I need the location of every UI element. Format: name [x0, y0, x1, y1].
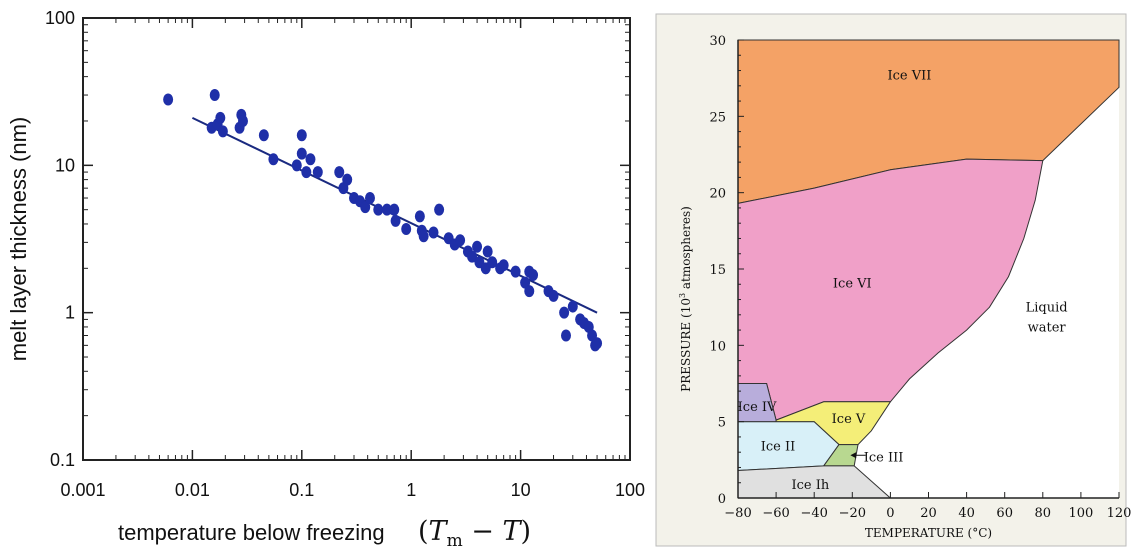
data-point: [342, 173, 353, 186]
x-axis-math: (Tm − T): [418, 516, 531, 551]
x-tick-label: 10: [511, 480, 531, 500]
data-point: [381, 203, 392, 216]
data-point: [482, 245, 493, 258]
x-tick-label: −60: [762, 506, 789, 521]
data-point: [291, 159, 302, 172]
x-tick-label: 100: [1068, 506, 1093, 521]
data-point: [418, 230, 429, 243]
data-point: [528, 269, 539, 282]
x-tick-label: 60: [996, 506, 1013, 521]
data-point: [510, 265, 521, 278]
data-point: [472, 240, 483, 253]
data-point: [498, 259, 509, 272]
data-point: [360, 201, 371, 214]
label-ice-ih: Ice Ih: [792, 478, 830, 493]
data-point: [567, 300, 578, 313]
x-tick-label: 0.001: [60, 480, 105, 500]
data-point: [487, 256, 498, 269]
data-point: [334, 166, 345, 179]
data-point: [434, 203, 445, 216]
data-point: [258, 129, 269, 142]
y-axis-title: PRESSURE (103 atmospheres): [678, 206, 693, 392]
data-point: [592, 337, 603, 350]
data-point: [455, 234, 466, 247]
x-tick-label: 20: [920, 506, 937, 521]
data-point: [414, 210, 425, 223]
label-ice-ii: Ice II: [761, 440, 796, 455]
data-point: [524, 285, 535, 298]
y-tick-label: 1: [65, 303, 75, 323]
data-point: [401, 222, 412, 235]
melt-layer-chart-svg: 0.001 0.01 0.1 1 10 100 100 10 1 0.1 melt layer th…: [6, 8, 645, 551]
label-ice-vii: Ice VII: [887, 69, 931, 84]
data-point: [312, 166, 323, 179]
y-tick-label: 25: [709, 110, 726, 125]
y-tick-label: 30: [709, 34, 726, 49]
x-tick-label: −80: [724, 506, 751, 521]
data-point: [237, 114, 248, 127]
plot-frame: [82, 17, 631, 461]
x-tick-label: 0.1: [289, 480, 314, 500]
y-tick-label: 0.1: [50, 450, 75, 470]
data-point: [560, 329, 571, 342]
data-point: [373, 203, 384, 216]
data-point: [209, 89, 220, 102]
ice-phase-diagram: 0 5 10 15 20 25 30 −80 −60 −40 −20 0 20 40 60 80 100 120 I…: [650, 0, 1132, 552]
data-point: [301, 166, 312, 179]
y-axis-label: melt layer thickness (nm): [6, 117, 31, 362]
x-axis-title: TEMPERATURE (°C): [865, 526, 992, 540]
x-tick-label: 80: [1035, 506, 1052, 521]
y-tick-label: 20: [709, 187, 726, 202]
data-point: [390, 214, 401, 227]
data-point: [296, 147, 307, 160]
data-point: [268, 153, 279, 166]
data-point: [364, 192, 375, 205]
y-tick-label: 10: [55, 155, 75, 175]
y-tick-label: 10: [709, 339, 726, 354]
y-tick-label: 0: [718, 492, 726, 507]
x-axis-label: temperature below freezing: [118, 520, 385, 545]
data-point: [215, 111, 226, 124]
label-liquid-water-line1: Liquid: [1026, 301, 1068, 316]
label-ice-vi: Ice VI: [833, 276, 872, 291]
data-point: [428, 226, 439, 239]
data-point: [559, 306, 570, 319]
data-point: [389, 203, 400, 216]
y-tick-label: 100: [45, 8, 75, 28]
melt-layer-chart: 0.001 0.01 0.1 1 10 100 100 10 1 0.1 melt layer th…: [6, 8, 645, 551]
x-tick-label: 0: [886, 506, 894, 521]
ice-phase-diagram-svg: 0 5 10 15 20 25 30 −80 −60 −40 −20 0 20 40 60 80 100 120 I…: [655, 13, 1132, 547]
data-point: [217, 125, 228, 138]
label-ice-iv: Ice IV: [738, 400, 777, 415]
x-tick-label: 0.01: [175, 480, 210, 500]
ice-iii-arrowhead: [850, 452, 857, 459]
x-tick-label: 100: [615, 480, 645, 500]
label-ice-v: Ice V: [832, 412, 866, 427]
x-tick-label: −40: [800, 506, 827, 521]
x-tick-label: −20: [839, 506, 866, 521]
data-point: [163, 93, 174, 106]
label-liquid-water-line2: water: [1028, 321, 1067, 336]
x-tick-label: 40: [958, 506, 975, 521]
x-tick-label: 1: [406, 480, 416, 500]
x-tick-label: 120: [1107, 506, 1132, 521]
label-ice-iii: Ice III: [864, 450, 904, 465]
data-point: [548, 289, 559, 302]
data-point: [467, 250, 478, 263]
data-point: [305, 153, 316, 166]
data-point: [296, 129, 307, 142]
y-tick-label: 15: [709, 263, 726, 278]
y-tick-label: 5: [718, 416, 726, 431]
